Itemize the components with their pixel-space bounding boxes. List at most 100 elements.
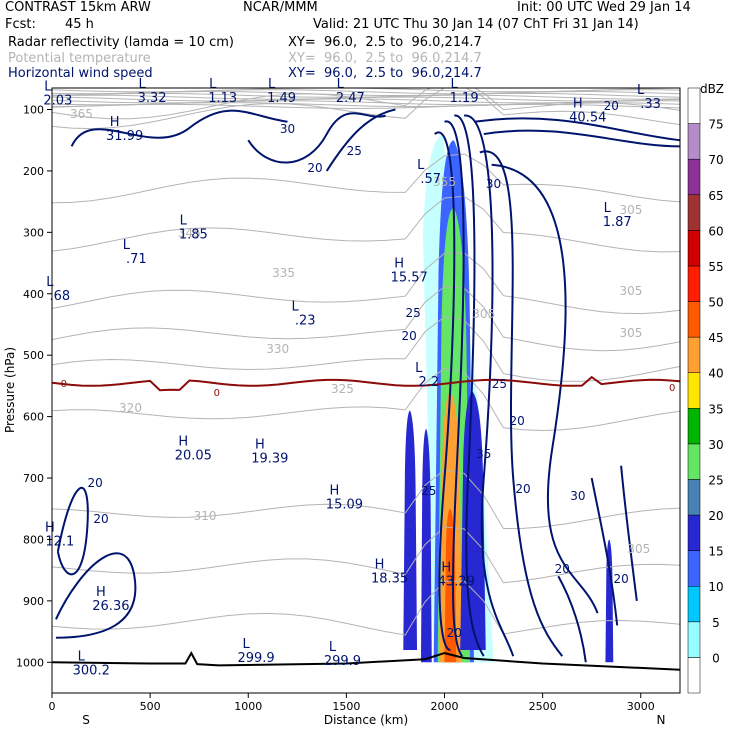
x-axis-title: Distance (km)	[324, 713, 408, 727]
high-marker: H	[330, 484, 340, 499]
freezing-level-line	[52, 375, 680, 392]
extremum-value: .71	[126, 252, 147, 267]
extremum-value: 18.35	[371, 571, 408, 586]
x-tick-label: 2500	[529, 700, 557, 713]
low-marker: L	[180, 213, 188, 228]
colorbar-level-label: 60	[708, 224, 723, 238]
y-tick-label: 100	[23, 103, 44, 116]
low-marker: L	[604, 201, 612, 216]
theta-label: 305	[619, 203, 642, 217]
wind-contour	[247, 112, 386, 164]
colorbar-swatch	[687, 443, 701, 480]
field-wind-name: Horizontal wind speed	[8, 66, 153, 81]
y-tick-label: 300	[23, 226, 44, 239]
y-tick-label: 1000	[16, 656, 44, 669]
theta-label: 345	[178, 226, 201, 240]
wind-speed-label: 25	[421, 484, 436, 498]
wind-speed-label: 35	[476, 447, 491, 461]
wind-contour	[325, 108, 396, 172]
valid-time: Valid: 21 UTC Thu 30 Jan 14 (07 ChT Fri …	[313, 17, 639, 32]
colorbar-swatch	[687, 657, 701, 694]
y-tick-label: 500	[23, 349, 44, 362]
theta-isentrope	[52, 252, 680, 315]
theta-label: 365	[70, 107, 93, 121]
colorbar-swatch	[687, 408, 701, 445]
high-marker: H	[110, 115, 120, 130]
high-marker: H	[394, 256, 404, 271]
colorbar-swatch	[687, 585, 701, 623]
x-tick-label: 500	[140, 700, 161, 713]
colorbar-level-label: 35	[708, 402, 723, 416]
extremum-value: .68	[50, 289, 71, 304]
theta-label: 305	[627, 542, 650, 556]
colorbar-level-label: 5	[712, 616, 720, 630]
wind-speed-label: 20	[613, 572, 628, 586]
high-marker: H	[375, 557, 385, 572]
colorbar-level-label: 30	[708, 438, 723, 452]
wind-contour	[434, 131, 456, 652]
theta-isentrope	[52, 90, 680, 96]
low-marker: L	[292, 299, 300, 314]
colorbar-level-label: 70	[708, 153, 723, 167]
theta-isentrope	[52, 88, 680, 130]
low-marker: L	[138, 77, 146, 92]
x-axis-left-label: S	[82, 713, 90, 727]
extremum-value: 31.99	[106, 129, 143, 144]
extremum-value: .23	[295, 313, 316, 328]
theta-label: 325	[331, 382, 354, 396]
high-marker: H	[255, 438, 265, 453]
forecast-hour: 45 h	[65, 17, 94, 32]
wind-contour	[463, 114, 515, 657]
wind-speed-label: 20	[509, 414, 524, 428]
field-theta-xy: XY= 96.0, 2.5 to 96.0,214.7	[288, 51, 482, 66]
plot-frame	[51, 87, 681, 694]
wind-speed-label: 25	[347, 144, 362, 158]
colorbar-swatch	[687, 301, 701, 338]
colorbar-swatch	[687, 479, 701, 516]
low-marker: L	[242, 637, 250, 652]
wind-contour	[491, 163, 599, 614]
wind-speed-label: 20	[604, 99, 619, 113]
y-tick-label: 900	[23, 595, 44, 608]
wind-speed-label: 20	[402, 329, 417, 343]
low-marker: L	[78, 649, 86, 664]
high-marker: H	[573, 97, 583, 112]
x-tick-label: 0	[49, 700, 56, 713]
wind-contour	[483, 129, 680, 148]
field-reflectivity-name: Radar reflectivity (lamda = 10 cm)	[8, 35, 234, 50]
colorbar-swatch	[687, 158, 701, 196]
colorbar-level-label: 10	[708, 580, 723, 594]
extremum-value: 12.1	[45, 534, 74, 549]
reflectivity-blob	[605, 539, 614, 663]
theta-label: 310	[194, 509, 217, 523]
wind-contour	[479, 150, 564, 657]
wind-speed-label: 20	[555, 562, 570, 576]
theta-isentrope	[52, 153, 680, 204]
init-time: Init: 00 UTC Wed 29 Jan 14	[517, 0, 691, 15]
low-marker: L	[637, 83, 645, 98]
extremum-value: 2.2	[418, 375, 439, 390]
extremum-value: 20.05	[175, 448, 212, 463]
low-marker: L	[329, 640, 337, 655]
wind-speed-label: 20	[515, 482, 530, 496]
x-tick-label: 2000	[431, 700, 459, 713]
extremum-value: .57	[420, 172, 441, 187]
y-tick-label: 600	[23, 411, 44, 424]
freezing-level-label: 0	[214, 388, 220, 399]
extremum-value: 1.19	[450, 91, 479, 106]
extremum-value: .33	[640, 97, 661, 112]
low-marker: L	[417, 158, 425, 173]
wind-contour	[473, 117, 680, 142]
extremum-value: 1.85	[179, 227, 208, 242]
y-tick-label: 800	[23, 533, 44, 546]
low-marker: L	[337, 77, 345, 92]
field-reflectivity-xy: XY= 96.0, 2.5 to 96.0,214.7	[288, 35, 482, 50]
wind-speed-label: 20	[88, 476, 103, 490]
extremum-value: 1.87	[603, 215, 632, 230]
colorbar-swatch	[687, 230, 701, 267]
extremum-value: 299.9	[237, 651, 274, 666]
chart-title: CONTRAST 15km ARW	[5, 0, 151, 15]
extremum-value: 299.9	[324, 654, 361, 669]
high-marker: H	[441, 560, 451, 575]
